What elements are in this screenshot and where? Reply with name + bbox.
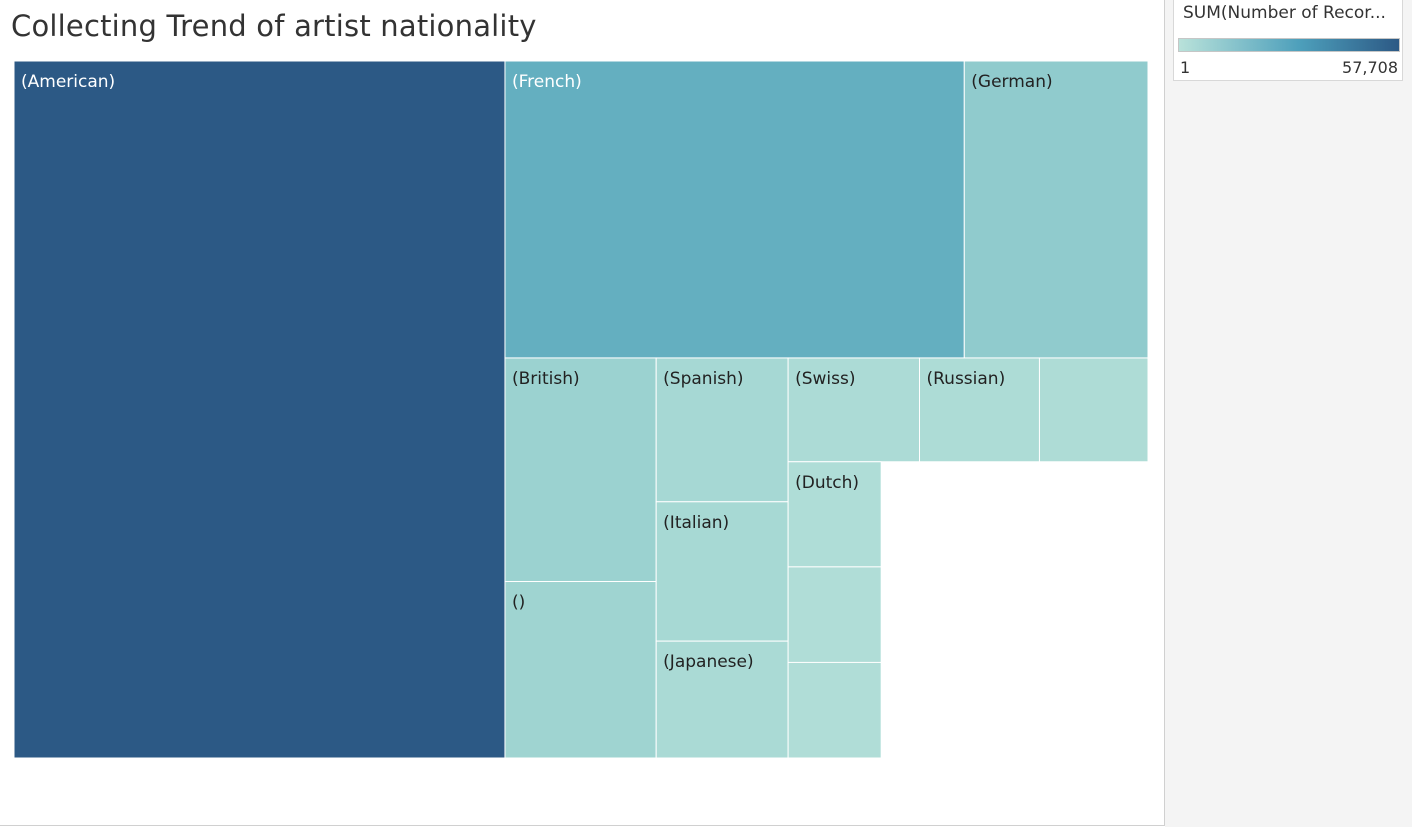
legend-panel: SUM(Number of Recor... 1 57,708 bbox=[1165, 0, 1412, 827]
treemap-cell-label: (Dutch) bbox=[795, 473, 859, 493]
treemap-cell-label: (American) bbox=[21, 72, 115, 92]
treemap-cell-label: (French) bbox=[512, 72, 582, 92]
treemap-cell[interactable] bbox=[655, 357, 789, 503]
treemap-cell-label: (Russian) bbox=[926, 369, 1005, 389]
treemap-cell-label: (Japanese) bbox=[663, 652, 753, 672]
treemap-cell-label: (British) bbox=[512, 369, 580, 389]
treemap-cell-label: (Italian) bbox=[663, 513, 729, 533]
legend-color-ramp bbox=[1178, 38, 1400, 52]
treemap-cell[interactable] bbox=[655, 640, 789, 759]
legend-max-label: 57,708 bbox=[1342, 58, 1398, 77]
treemap-cell[interactable] bbox=[1038, 357, 1149, 463]
treemap-cell-label: (Spanish) bbox=[663, 369, 743, 389]
legend-min-label: 1 bbox=[1180, 58, 1191, 77]
treemap-cell-label: (Swiss) bbox=[795, 369, 855, 389]
treemap-cell[interactable] bbox=[787, 661, 882, 759]
treemap-cell[interactable] bbox=[918, 357, 1040, 463]
page-title: Collecting Trend of artist nationality bbox=[11, 9, 537, 43]
legend-title: SUM(Number of Recor... bbox=[1183, 3, 1386, 23]
chart-area: Collecting Trend of artist nationality (… bbox=[0, 0, 1165, 826]
treemap-cell[interactable] bbox=[963, 60, 1149, 359]
treemap-cell[interactable] bbox=[504, 581, 657, 759]
color-legend: SUM(Number of Recor... 1 57,708 bbox=[1173, 0, 1403, 81]
treemap-cell[interactable] bbox=[504, 60, 965, 359]
treemap-chart: (American) (French) (German) (British) () (Sp… bbox=[13, 60, 1149, 759]
treemap-cell-label: (German) bbox=[971, 72, 1052, 92]
treemap-cell[interactable] bbox=[13, 60, 506, 759]
treemap-cell[interactable] bbox=[787, 566, 882, 663]
treemap-cell-label: () bbox=[512, 593, 525, 613]
treemap-cell[interactable] bbox=[787, 357, 920, 463]
treemap-cell[interactable] bbox=[504, 357, 657, 583]
treemap-cell[interactable] bbox=[655, 501, 789, 642]
